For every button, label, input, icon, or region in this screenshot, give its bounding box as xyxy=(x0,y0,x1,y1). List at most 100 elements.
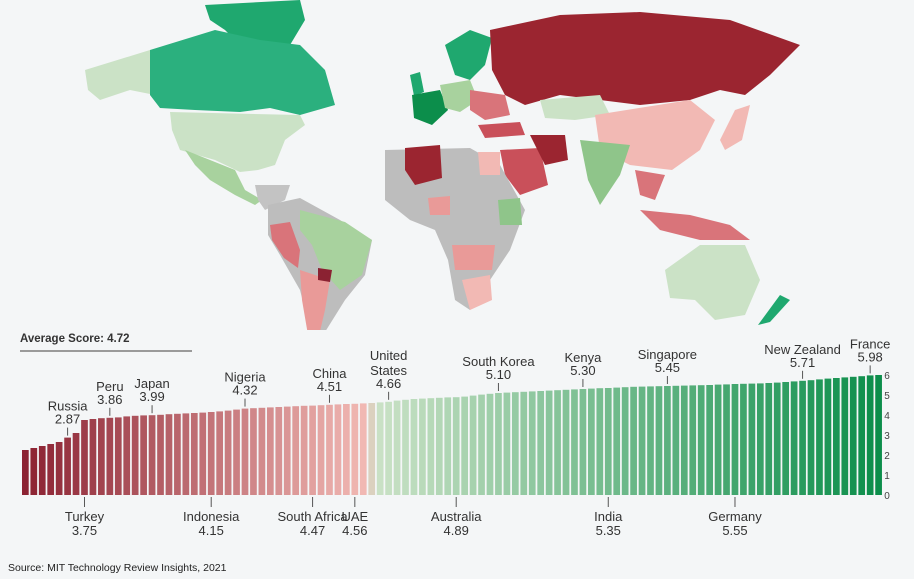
country-label: States xyxy=(370,363,407,378)
score-label: 5.10 xyxy=(486,367,511,382)
bar xyxy=(841,377,849,495)
map-middle-east xyxy=(500,148,548,195)
bar xyxy=(190,413,198,495)
map-paraguay xyxy=(318,268,332,282)
bar xyxy=(816,379,823,495)
bar xyxy=(664,386,671,495)
bar xyxy=(224,410,232,495)
y-tick-label: 4 xyxy=(884,411,890,422)
score-label: 4.32 xyxy=(232,383,257,398)
bar xyxy=(241,408,249,495)
bar xyxy=(343,404,350,495)
bar xyxy=(64,437,71,495)
bar xyxy=(216,411,223,495)
bar xyxy=(621,387,629,495)
bar xyxy=(419,398,426,495)
bar xyxy=(233,409,240,495)
country-label: South Korea xyxy=(462,354,535,369)
score-label: 4.47 xyxy=(300,523,325,538)
map-russia xyxy=(490,12,800,105)
score-label: 5.30 xyxy=(570,363,595,378)
bar xyxy=(833,378,840,495)
map-turkey xyxy=(478,122,525,138)
map-indonesia xyxy=(640,210,750,240)
map-brazil xyxy=(300,210,372,290)
bar xyxy=(309,405,316,495)
bar xyxy=(250,408,257,495)
bar xyxy=(461,396,468,495)
bar xyxy=(47,444,55,495)
bar xyxy=(756,383,764,495)
map-kenya xyxy=(498,198,522,225)
bar xyxy=(647,386,654,495)
average-score-label: Average Score: 4.72 xyxy=(20,333,192,352)
country-label: Peru xyxy=(96,379,123,394)
score-label: 4.51 xyxy=(317,379,342,394)
map-egypt xyxy=(478,152,500,175)
map-east-europe xyxy=(470,90,510,120)
bar xyxy=(81,420,88,495)
bar xyxy=(89,419,97,495)
bar xyxy=(579,389,587,495)
bar xyxy=(723,384,730,495)
y-tick-label: 5 xyxy=(884,391,890,402)
country-label: Turkey xyxy=(65,509,105,524)
map-mexico xyxy=(185,150,262,205)
bar xyxy=(376,402,384,495)
bar xyxy=(452,397,460,495)
bar xyxy=(38,446,46,495)
bar xyxy=(495,393,502,495)
bar xyxy=(351,403,359,495)
bar xyxy=(849,376,857,495)
bar xyxy=(545,390,553,495)
bar xyxy=(148,415,156,495)
bar xyxy=(571,389,578,495)
world-map xyxy=(85,0,800,330)
map-central-europe xyxy=(440,80,478,112)
map-japan xyxy=(720,105,750,150)
bar xyxy=(266,407,274,495)
bar xyxy=(790,381,798,495)
bar xyxy=(402,399,409,495)
bar xyxy=(435,397,443,495)
y-tick-label: 1 xyxy=(884,471,890,482)
map-algeria xyxy=(405,145,442,185)
score-label: 4.89 xyxy=(444,523,469,538)
map-southern-africa xyxy=(452,245,495,270)
bar xyxy=(469,395,477,495)
map-west-europe xyxy=(412,90,448,125)
bar xyxy=(199,412,207,495)
bar xyxy=(22,450,29,495)
bar xyxy=(706,385,713,495)
map-peru xyxy=(270,222,300,268)
bar xyxy=(824,378,832,495)
map-nigeria xyxy=(428,196,450,215)
bar xyxy=(174,413,181,495)
bar xyxy=(385,401,392,495)
bar xyxy=(444,397,452,495)
bar xyxy=(106,417,114,495)
bar xyxy=(131,415,139,495)
score-label: 5.71 xyxy=(790,355,815,370)
y-tick-label: 6 xyxy=(884,371,890,382)
country-label: Australia xyxy=(431,509,482,524)
country-label: South Africa xyxy=(278,509,349,524)
bar xyxy=(258,407,266,495)
bar xyxy=(503,392,511,495)
bar xyxy=(72,433,80,495)
bar xyxy=(554,390,561,495)
country-label: Nigeria xyxy=(224,370,266,385)
bar xyxy=(740,383,747,495)
bar xyxy=(98,418,105,495)
bar xyxy=(368,403,376,495)
bar xyxy=(773,382,781,495)
bar xyxy=(807,380,815,495)
score-label: 4.56 xyxy=(342,523,367,538)
map-southeast-asia xyxy=(635,170,665,200)
bar xyxy=(596,388,604,495)
score-label: 4.66 xyxy=(376,376,401,391)
country-label: Germany xyxy=(708,509,762,524)
bar xyxy=(638,386,646,495)
bar xyxy=(588,388,595,495)
